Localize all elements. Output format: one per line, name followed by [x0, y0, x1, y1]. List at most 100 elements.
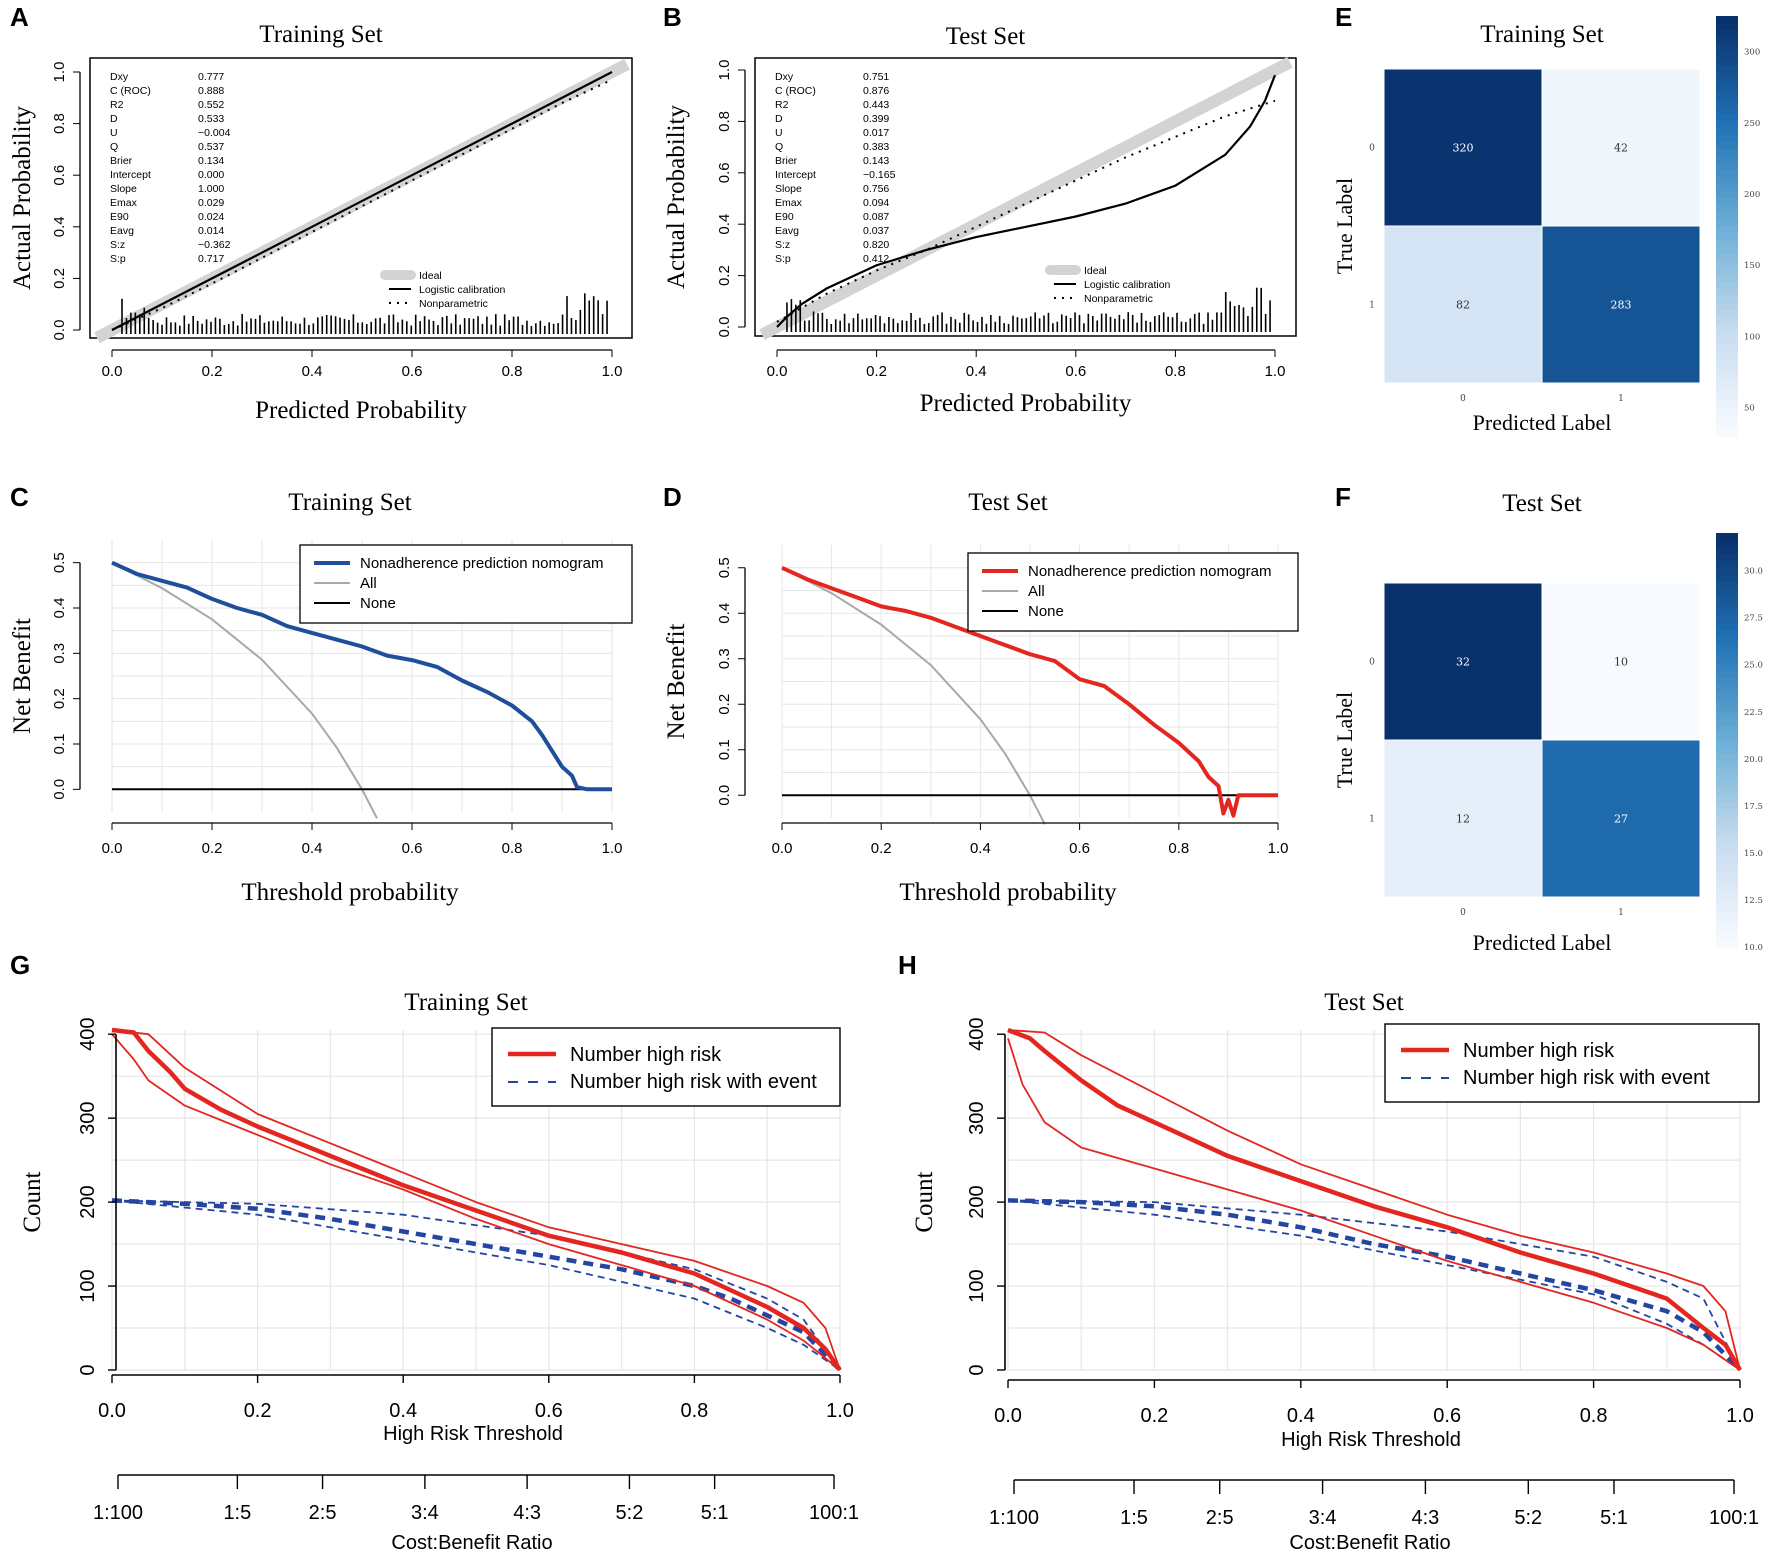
stat-name: Eavg	[110, 225, 134, 237]
colorbar-step	[1716, 595, 1738, 603]
chart-title: Training Set	[1480, 21, 1603, 48]
colorbar-step	[1716, 574, 1738, 583]
colorbar: 30.0 27.5 25.0 22.5 20.0 17.5 15.0 12.5 10.0	[1716, 533, 1763, 953]
axes: 0.0 0.0 0.2 0.2 0.4 0.4 0.6 0.6 0.8 0.8 1.0 1.0	[716, 60, 1285, 380]
axes: 0.0 0.2 0.4 0.6 0.8 1.0 0.0 0.1 0.2 0.3 0.4 0.5	[716, 557, 1288, 857]
legend-box	[1384, 1023, 1760, 1103]
colorbar-step	[1716, 177, 1738, 185]
colorbar-step	[1716, 16, 1738, 24]
colorbar-step	[1716, 387, 1738, 395]
y-tick-label: 400	[77, 1018, 99, 1051]
colorbar-step	[1716, 296, 1738, 304]
legend-label: Ideal	[1084, 265, 1107, 277]
colorbar-step	[1716, 261, 1738, 269]
series-line	[1007, 1199, 1741, 1371]
x-tick-label: 0.4	[1287, 1405, 1315, 1427]
colorbar-step	[1716, 636, 1738, 645]
stat-value: 0.888	[198, 85, 224, 97]
rug-marks	[786, 287, 1271, 332]
colorbar-step	[1716, 553, 1738, 562]
y-tick-label: 0.4	[51, 598, 68, 619]
y-tick-label: 0.6	[716, 162, 733, 183]
x-tick-label: 0.8	[502, 840, 523, 857]
colorbar-step	[1716, 37, 1738, 45]
cost-benefit-tick-label: 5:1	[701, 1502, 729, 1524]
stat-name: Slope	[110, 183, 137, 195]
colorbar-step	[1716, 608, 1738, 617]
stat-name: Intercept	[775, 169, 816, 181]
colorbar-step	[1716, 588, 1738, 597]
stat-value: 0.751	[863, 71, 889, 83]
stat-value: 0.820	[863, 239, 889, 251]
stat-name: C (ROC)	[110, 85, 151, 97]
legend-box	[491, 1027, 841, 1107]
y-axis-label: True Label	[1332, 178, 1357, 274]
colorbar-step	[1716, 205, 1738, 213]
colorbar-tick: 50	[1744, 404, 1755, 414]
colorbar-step	[1716, 705, 1738, 714]
colorbar-step	[1716, 878, 1738, 886]
legend-label: None	[1028, 603, 1064, 620]
legend: Nonadherence prediction nomogram All None	[967, 552, 1299, 632]
chart-title: Test Set	[1502, 490, 1582, 517]
plot-frame	[89, 57, 633, 339]
y-axis-label: Count	[911, 1171, 938, 1232]
colorbar-step	[1716, 114, 1738, 122]
colorbar-step	[1716, 149, 1738, 157]
x-tick-label: 0.6	[402, 363, 423, 380]
cost-benefit-label: Cost:Benefit Ratio	[391, 1532, 552, 1554]
colorbar-step	[1716, 219, 1738, 227]
chart-title: Test Set	[946, 23, 1026, 50]
chart-title: Test Set	[968, 489, 1048, 516]
x-axis-label: Predicted Probability	[255, 397, 467, 424]
legend-box	[967, 552, 1299, 632]
cost-benefit-tick-label: 4:3	[1412, 1507, 1440, 1529]
axes: 0.0 0.2 0.4 0.6 0.8 1.0 0 100 200 300 400	[77, 1018, 854, 1422]
cost-benefit-tick-label: 1:5	[223, 1502, 251, 1524]
stat-value: 0.087	[863, 211, 889, 223]
legend-label: Nonadherence prediction nomogram	[360, 555, 603, 572]
stat-name: U	[775, 127, 783, 139]
stat-value: 0.399	[863, 113, 889, 125]
cell-value: 320	[1453, 142, 1474, 155]
cost-benefit-tick-label: 5:2	[616, 1502, 644, 1524]
colorbar-step	[1716, 905, 1738, 914]
colorbar-tick: 15.0	[1744, 849, 1763, 859]
cost-benefit-tick-label: 4:3	[513, 1502, 541, 1524]
y-tick-label: 0.1	[716, 739, 733, 760]
stat-name: S:z	[775, 239, 790, 251]
cell-value: 42	[1614, 142, 1628, 155]
matrix-cell	[1541, 582, 1701, 741]
y-tick-label: 0.2	[51, 688, 68, 709]
x-tick-label: 0.2	[866, 363, 887, 380]
y-tick-label: 0.4	[51, 216, 68, 237]
y-tick-label: 0.4	[716, 214, 733, 235]
x-tick-label: 0.2	[871, 840, 892, 857]
stat-name: Emax	[110, 197, 138, 209]
clinical-impact-G: 0.0 0.2 0.4 0.6 0.8 1.0 0 100 200 300 400 Training …	[19, 989, 859, 1554]
stat-value: 0.777	[198, 71, 224, 83]
colorbar-step	[1716, 107, 1738, 115]
calibration-plot-A: Dxy 0.777 C (ROC) 0.888 R2 0.552 D 0.533 U −0.004…	[9, 21, 633, 424]
colorbar-step	[1716, 781, 1738, 790]
colorbar-step	[1716, 198, 1738, 206]
stat-name: Brier	[775, 155, 798, 167]
colorbar-step	[1716, 533, 1738, 541]
colorbar-step	[1716, 394, 1738, 402]
y-tick-label: 0.5	[51, 552, 68, 573]
colorbar-step	[1716, 864, 1738, 873]
y-class-label: 1	[1369, 815, 1375, 825]
matrix-cell	[1383, 225, 1543, 384]
x-class-label: 0	[1460, 394, 1466, 404]
y-tick-label: 0.5	[716, 557, 733, 578]
colorbar-step	[1716, 788, 1738, 797]
series-nomogram	[111, 560, 612, 792]
series-nonparametric	[776, 99, 1276, 323]
legend-label: None	[360, 595, 396, 612]
stat-name: D	[775, 113, 783, 125]
x-tick-label: 0.8	[1168, 840, 1189, 857]
y-tick-label: 1.0	[716, 60, 733, 81]
stat-name: Eavg	[775, 225, 799, 237]
x-tick-label: 0.6	[1069, 840, 1090, 857]
plot-frame	[754, 57, 1297, 337]
